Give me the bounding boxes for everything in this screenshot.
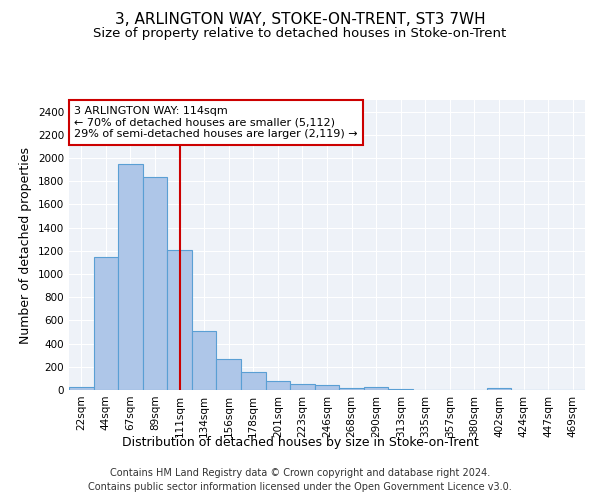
Bar xyxy=(192,331,217,390)
Bar xyxy=(118,164,143,390)
Text: Contains public sector information licensed under the Open Government Licence v3: Contains public sector information licen… xyxy=(88,482,512,492)
Bar xyxy=(315,385,339,390)
Bar xyxy=(364,388,388,390)
Bar xyxy=(69,386,94,390)
Bar xyxy=(266,380,290,390)
Bar xyxy=(217,360,241,390)
Bar xyxy=(487,388,511,390)
Bar xyxy=(167,250,192,390)
Bar xyxy=(388,388,413,390)
Text: Contains HM Land Registry data © Crown copyright and database right 2024.: Contains HM Land Registry data © Crown c… xyxy=(110,468,490,477)
Bar xyxy=(94,257,118,390)
Text: Size of property relative to detached houses in Stoke-on-Trent: Size of property relative to detached ho… xyxy=(94,28,506,40)
Text: 3 ARLINGTON WAY: 114sqm
← 70% of detached houses are smaller (5,112)
29% of semi: 3 ARLINGTON WAY: 114sqm ← 70% of detache… xyxy=(74,106,358,139)
Bar xyxy=(339,388,364,390)
Bar xyxy=(290,384,315,390)
Bar xyxy=(241,372,266,390)
Text: Distribution of detached houses by size in Stoke-on-Trent: Distribution of detached houses by size … xyxy=(122,436,478,449)
Bar xyxy=(143,176,167,390)
Y-axis label: Number of detached properties: Number of detached properties xyxy=(19,146,32,344)
Text: 3, ARLINGTON WAY, STOKE-ON-TRENT, ST3 7WH: 3, ARLINGTON WAY, STOKE-ON-TRENT, ST3 7W… xyxy=(115,12,485,28)
